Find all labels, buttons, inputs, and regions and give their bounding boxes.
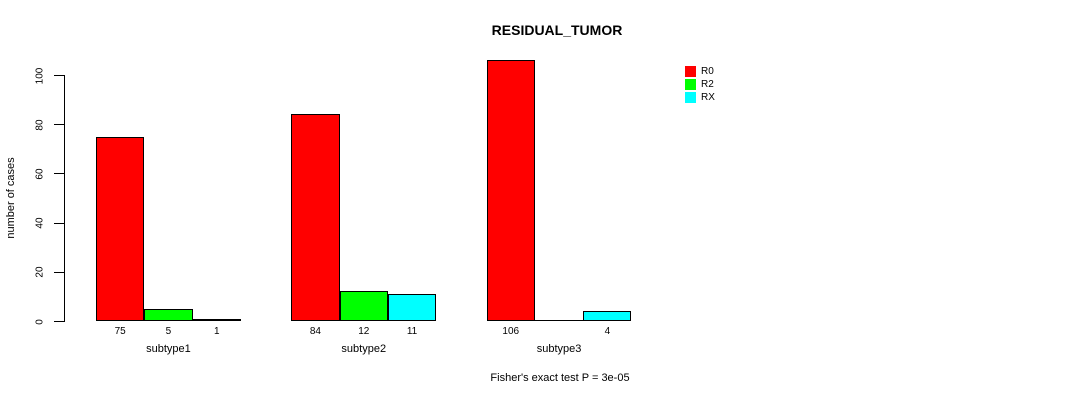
legend-label: R0 xyxy=(701,66,714,77)
y-tick xyxy=(54,124,64,126)
bar-r2-subtype2 xyxy=(339,291,388,321)
y-tick-label: 60 xyxy=(34,168,46,180)
y-tick xyxy=(54,75,64,76)
legend-label: R2 xyxy=(701,79,714,90)
bar-rx-subtype1 xyxy=(192,318,241,321)
category-label: subtype2 xyxy=(341,343,387,355)
bar-r0-subtype1 xyxy=(96,136,145,321)
y-axis-line xyxy=(64,75,65,322)
y-tick xyxy=(54,321,64,322)
y-tick xyxy=(54,271,64,273)
y-tick-label: 0 xyxy=(34,318,46,325)
bar-r2-subtype3-zero xyxy=(534,320,584,321)
bar-rx-subtype3 xyxy=(583,311,632,321)
chart-title: RESIDUAL_TUMOR xyxy=(491,22,623,38)
category-label: subtype1 xyxy=(146,343,191,355)
y-tick-label: 40 xyxy=(34,217,46,229)
legend-swatch-r2 xyxy=(685,79,696,90)
y-tick xyxy=(54,222,64,224)
legend-label: RX xyxy=(701,92,715,103)
y-tick-label: 20 xyxy=(34,266,46,278)
bar-value-label: 5 xyxy=(165,326,172,337)
legend-swatch-r0 xyxy=(685,66,696,77)
bar-r0-subtype2 xyxy=(291,114,340,321)
bar-value-label: 12 xyxy=(358,326,370,337)
y-tick xyxy=(54,173,64,175)
legend-item-r2: R2 xyxy=(685,79,715,90)
bar-value-label: 4 xyxy=(604,326,611,337)
category-label: subtype3 xyxy=(536,343,582,355)
legend-swatch-rx xyxy=(685,92,696,103)
bar-value-label: 11 xyxy=(406,326,418,337)
bar-r2-subtype1 xyxy=(144,308,193,321)
bar-value-label: 75 xyxy=(114,326,126,337)
y-tick-label: 80 xyxy=(34,119,46,131)
legend-item-r0: R0 xyxy=(685,66,715,77)
bar-rx-subtype2 xyxy=(387,293,437,321)
legend: R0 R2 RX xyxy=(685,66,715,103)
bar-value-label: 84 xyxy=(309,326,321,337)
bar-r0-subtype3 xyxy=(486,60,535,321)
caption-text: Fisher's exact test P = 3e-05 xyxy=(490,372,630,384)
y-tick-label: 100 xyxy=(34,67,46,84)
bar-value-label: 1 xyxy=(213,326,220,337)
bar-value-label: 106 xyxy=(502,326,520,337)
legend-item-rx: RX xyxy=(685,92,715,103)
